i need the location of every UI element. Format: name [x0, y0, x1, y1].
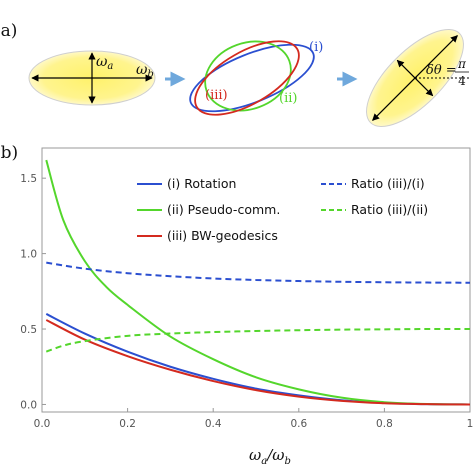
y-tick-label: 0.0	[20, 399, 37, 411]
legend-label: (i) Rotation	[167, 176, 236, 191]
curve-iii-label: (iii)	[205, 88, 228, 103]
series-layer	[45, 159, 471, 406]
x-tick-label: 0.2	[119, 418, 136, 430]
legend-label: (ii) Pseudo-comm.	[167, 202, 280, 217]
x-axis-label: ωa/ωb	[249, 446, 291, 467]
legend-label: Ratio (iii)/(i)	[351, 176, 425, 191]
plot-frame	[41, 147, 471, 413]
y-tick-label: 0.5	[20, 324, 37, 336]
x-tick-label: 0.4	[205, 418, 222, 430]
series-iii-bw-geodesics	[45, 319, 471, 406]
series-ratio-iii-ii	[45, 328, 471, 353]
curve-ii-label: (ii)	[279, 91, 297, 106]
series-ratio-iii-i	[46, 261, 471, 284]
svg-text:ωa: ωa	[96, 54, 113, 72]
curve-i-label: (i)	[309, 40, 323, 55]
series-ii-pseudo-comm	[45, 159, 471, 406]
panel-b-label: (b)	[0, 143, 18, 163]
panel-b: (b) 0.0 0.2 0.4 0.6 0.8 1 0.0 0.5 1.0 1.5 (i) Rot…	[0, 143, 473, 467]
x-tick-label: 0.8	[376, 418, 393, 430]
pi-numerator: π	[457, 57, 467, 71]
x-tick-label: 1	[467, 418, 474, 430]
curve-i-ellipse	[189, 43, 315, 113]
legend-label: (iii) BW-geodesics	[167, 228, 278, 243]
legend: (i) Rotation (ii) Pseudo-comm. (iii) BW-ge…	[137, 176, 428, 243]
panel-a-label: (a)	[0, 21, 17, 41]
omega-b-label: ω	[136, 62, 148, 78]
y-tick-label: 1.5	[20, 173, 37, 185]
omega-a-sub: a	[107, 61, 113, 72]
ellipse-initial: ωa ωb	[28, 50, 156, 106]
x-tick-label: 0.6	[290, 418, 307, 430]
x-tick-label: 0.0	[34, 418, 51, 430]
panel-a: (a) ωa ωb (i) (ii) (iii) δθ	[0, 21, 470, 127]
pi-denominator: 4	[458, 74, 466, 88]
legend-label: Ratio (iii)/(ii)	[351, 202, 428, 217]
y-tick-label: 1.0	[20, 249, 37, 261]
omega-b-sub: b	[147, 69, 153, 80]
interpolation-curves: (i) (ii) (iii)	[189, 40, 323, 116]
delta-theta-label: δθ =	[426, 63, 457, 78]
axis-ticks: 0.0 0.2 0.4 0.6 0.8 1 0.0 0.5 1.0 1.5	[20, 173, 473, 430]
omega-a-label: ω	[96, 54, 108, 70]
curve-ii-ellipse	[204, 40, 292, 112]
curve-iii-ellipse	[194, 40, 300, 116]
svg-text:ωb: ωb	[136, 62, 154, 80]
